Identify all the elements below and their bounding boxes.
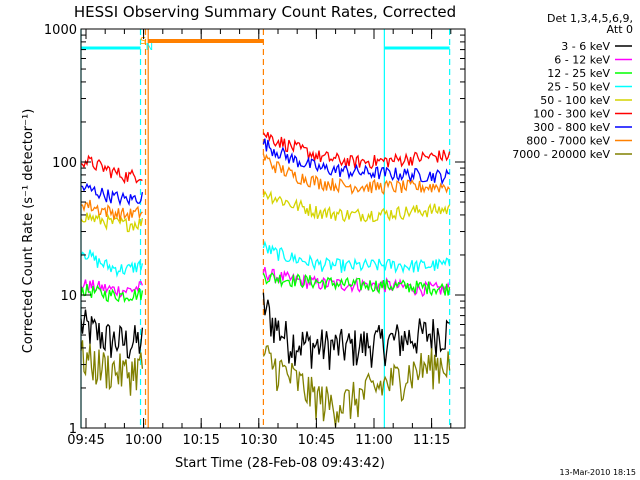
series-line-7-seg-1 [262, 153, 451, 196]
series-line-3-seg-1 [262, 240, 451, 274]
y-tick-label-3: 1000 [44, 23, 77, 38]
footer-timestamp: 13-Mar-2010 18:15 [560, 468, 637, 477]
y-tick-label-2: 100 [52, 156, 77, 171]
x-tick-label-5: 11:00 [355, 433, 392, 448]
x-tick-label-0: 09:45 [67, 433, 104, 448]
x-tick-label-1: 10:00 [125, 433, 162, 448]
series-line-0-seg-0 [80, 309, 144, 360]
legend-header-0: Det 1,3,4,5,6,9, [547, 12, 633, 25]
chart-title: HESSI Observing Summary Count Rates, Cor… [74, 3, 456, 21]
legend-label-4: 50 - 100 keV [540, 94, 610, 107]
series-line-6-seg-1 [262, 138, 450, 186]
series-line-1-seg-0 [80, 279, 144, 299]
series-line-6-seg-0 [80, 182, 144, 207]
x-tick-label-2: 10:15 [182, 433, 219, 448]
series-line-0-seg-1 [262, 292, 450, 370]
series-line-8-seg-0 [80, 340, 144, 396]
series-line-5-seg-1 [262, 132, 451, 170]
legend-label-1: 6 - 12 keV [554, 54, 610, 67]
series-line-2-seg-1 [262, 272, 451, 297]
legend-label-6: 300 - 800 keV [533, 121, 610, 134]
saa-flag-label: S [140, 36, 146, 47]
legend-label-2: 12 - 25 keV [547, 67, 610, 80]
legend-label-3: 25 - 50 keV [547, 81, 610, 94]
legend-label-8: 7000 - 20000 keV [512, 148, 610, 161]
y-tick-label-1: 10 [60, 289, 77, 304]
series-line-8-seg-1 [262, 344, 451, 427]
y-axis-label: Corrected Count Rate (s⁻¹ detector⁻¹) [21, 109, 36, 354]
x-tick-label-6: 11:15 [413, 433, 450, 448]
x-axis-label: Start Time (28-Feb-08 09:43:42) [175, 456, 385, 471]
y-tick-label-0: 1 [69, 422, 77, 437]
legend-header-1: Att 0 [607, 23, 633, 36]
axes: 09:45 10:00 10:15 10:30 10:45 11:00 11:15 1 10 10… [44, 23, 466, 448]
legend-label-7: 800 - 7000 keV [526, 135, 610, 148]
series-line-2-seg-0 [80, 283, 144, 304]
series-line-3-seg-0 [80, 249, 144, 278]
series-line-4-seg-1 [262, 190, 451, 223]
plot-frame [80, 28, 466, 429]
x-tick-label-4: 10:45 [298, 433, 335, 448]
plot-area: SN [80, 29, 451, 428]
series-line-7-seg-0 [80, 199, 143, 222]
legend-label-5: 100 - 300 keV [533, 108, 610, 121]
legend-label-0: 3 - 6 keV [561, 40, 610, 53]
series-line-5-seg-0 [80, 154, 143, 185]
night-flag-label: N [146, 42, 153, 53]
series-line-4-seg-0 [80, 212, 144, 233]
x-tick-label-3: 10:30 [240, 433, 277, 448]
